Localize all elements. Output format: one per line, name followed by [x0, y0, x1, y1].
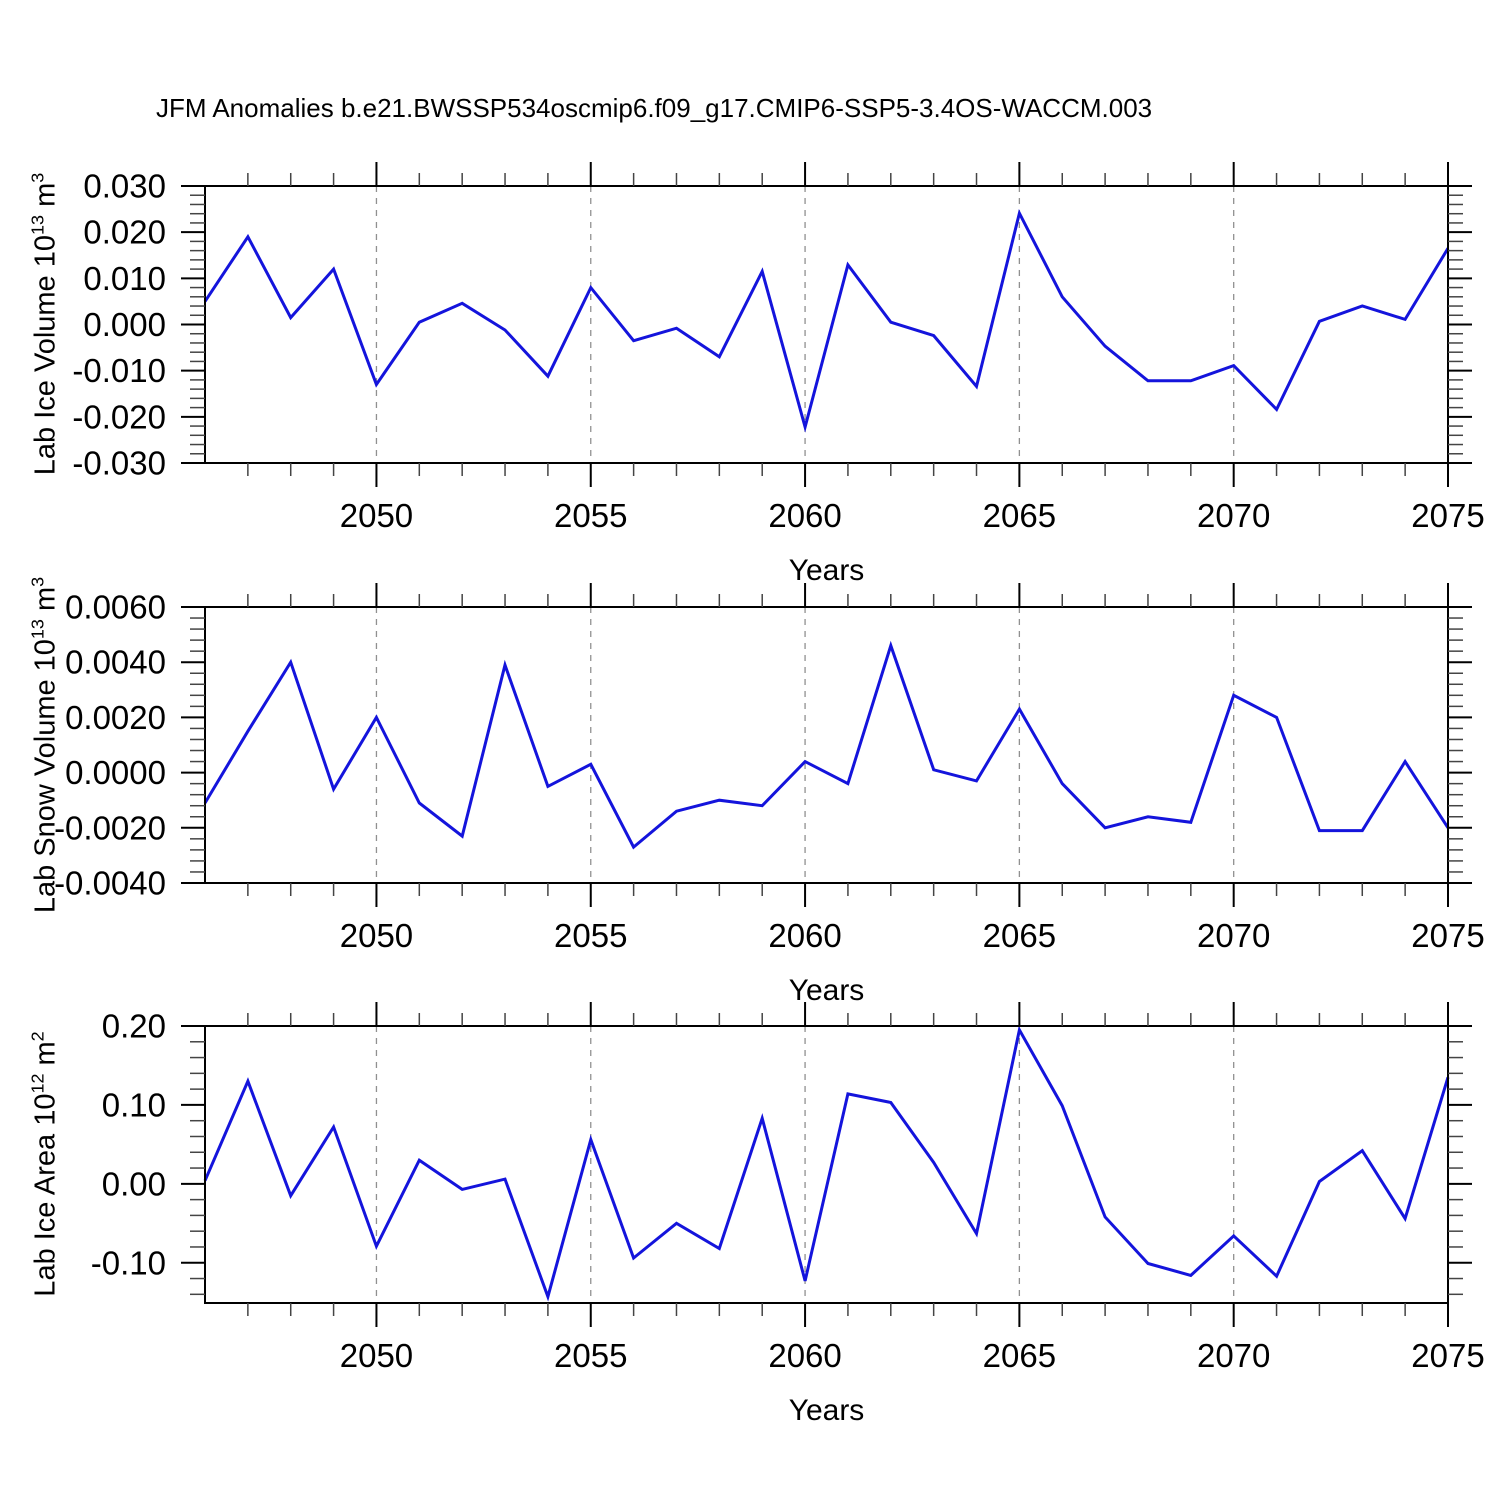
x-tick-label: 2050: [340, 1337, 413, 1374]
x-tick-label: 2065: [983, 1337, 1056, 1374]
figure-title: JFM Anomalies b.e21.BWSSP534oscmip6.f09_…: [156, 93, 1153, 123]
y-tick-label: -0.10: [91, 1244, 166, 1281]
x-tick-label: 2065: [983, 497, 1056, 534]
x-axis-title: Years: [789, 1394, 865, 1427]
x-tick-label: 2065: [983, 917, 1056, 954]
y-tick-label: -0.0020: [54, 809, 166, 846]
lab-ice-volume-line: [203, 208, 1450, 433]
lab-ice-volume-frame: [204, 185, 1449, 464]
y-tick-label: 0.0020: [65, 699, 166, 736]
y-tick-label: -0.0040: [54, 865, 166, 902]
x-tick-label: 2075: [1411, 497, 1484, 534]
x-axis-title: Years: [789, 974, 865, 1007]
x-tick-label: 2060: [768, 917, 841, 954]
y-tick-label: -0.030: [72, 445, 166, 482]
y-tick-label: 0.010: [83, 260, 166, 297]
y-tick-label: 0.10: [102, 1086, 166, 1123]
y-tick-label: 0.030: [83, 168, 166, 205]
y-tick-label: -0.020: [72, 398, 166, 435]
x-tick-label: 2050: [340, 917, 413, 954]
x-tick-label: 2075: [1411, 1337, 1484, 1374]
y-tick-label: 0.0040: [65, 644, 166, 681]
y-tick-label: 0.020: [83, 214, 166, 251]
x-tick-label: 2060: [768, 1337, 841, 1374]
x-tick-label: 2055: [554, 497, 627, 534]
x-axis-title: Years: [789, 554, 865, 587]
lab-snow-volume-frame: [204, 606, 1449, 884]
x-tick-label: 2060: [768, 497, 841, 534]
lab-ice-area-frame: [204, 1025, 1449, 1304]
x-tick-label: 2070: [1197, 497, 1270, 534]
y-tick-label: 0.0000: [65, 754, 166, 791]
y-tick-label: -0.010: [72, 352, 166, 389]
y-tick-label: 0.00: [102, 1165, 166, 1202]
x-tick-label: 2055: [554, 917, 627, 954]
x-tick-label: 2050: [340, 497, 413, 534]
x-tick-label: 2070: [1197, 1337, 1270, 1374]
x-tick-label: 2075: [1411, 917, 1484, 954]
x-tick-label: 2070: [1197, 917, 1270, 954]
y-tick-label: 0.000: [83, 306, 166, 343]
lab-ice-area-line: [203, 1025, 1450, 1302]
x-tick-label: 2055: [554, 1337, 627, 1374]
y-tick-label: 0.0060: [65, 589, 166, 626]
y-tick-label: 0.20: [102, 1008, 166, 1045]
lab-snow-volume-line: [203, 640, 1450, 850]
